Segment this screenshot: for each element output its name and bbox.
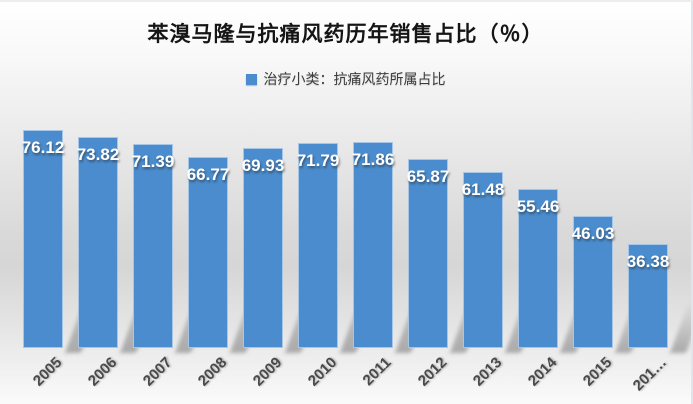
legend-label: 治疗小类：抗痛风药所属占比 [263,71,446,87]
bar-value-label: 71.79 [296,150,340,170]
x-axis-label: 2008 [194,354,231,390]
x-axis-label: 2012 [414,354,451,390]
bar-group-2009: 69.93 2009 [241,119,285,390]
bar-group-2015: 46.03 2015 [571,119,615,390]
bar-value-label: 71.39 [131,151,175,171]
bar-value-label: 73.82 [76,144,120,164]
bar: 71.86 [351,142,395,348]
bar-group-2013: 61.48 2013 [461,119,505,390]
legend-marker-icon [245,73,257,85]
bar-value-label: 66.77 [186,164,230,184]
bar-group-2010: 71.79 2010 [296,119,340,390]
bar-group-2012: 65.87 2012 [406,119,450,390]
bar: 71.39 [131,143,175,348]
bar: 71.79 [296,142,340,348]
x-axis-label: 2011 [359,354,396,390]
x-axis-label: 2015 [579,354,616,390]
x-axis-label: 201… [629,354,671,395]
bar-group-2007: 71.39 2007 [131,119,175,390]
bar-group-2014: 55.46 2014 [516,119,560,390]
bar: 65.87 [406,159,450,348]
x-axis-label: 2014 [524,354,561,390]
bar-value-label: 65.87 [406,167,450,187]
bar: 55.46 [516,189,560,348]
bar-value-label: 71.86 [351,150,395,170]
bar-group-2008: 66.77 2008 [186,119,230,390]
bar-group-201…: 36.38 201… [626,119,670,394]
bar-value-label: 46.03 [571,224,615,244]
x-axis-label: 2005 [29,354,66,390]
x-axis-label: 2006 [84,354,121,390]
bars-row: 76.12 2005 73.82 2006 71.39 2007 66.77 2008 69.9… [21,119,670,394]
bar: 36.38 [626,243,670,348]
x-axis-label: 2009 [249,354,286,390]
bar-value-label: 61.48 [461,180,505,200]
bar-value-label: 36.38 [626,251,670,271]
x-axis-label: 2007 [139,354,176,390]
bar-group-2005: 76.12 2005 [21,119,65,390]
bar: 69.93 [241,147,285,348]
legend: 治疗小类：抗痛风药所属占比 [0,69,691,89]
x-axis-label: 2013 [469,354,506,390]
bar-value-label: 55.46 [516,197,560,217]
chart-title: 苯溴马隆与抗痛风药历年销售占比（％） [147,23,544,46]
x-axis-label: 2010 [304,354,341,390]
bar: 61.48 [461,172,505,348]
bar-group-2006: 73.82 2006 [76,119,120,390]
bar-group-2011: 71.86 2011 [351,119,395,389]
bar: 66.77 [186,156,230,348]
bar: 46.03 [571,216,615,348]
bar-value-label: 76.12 [21,138,65,158]
bar: 76.12 [21,130,65,348]
bar: 73.82 [76,136,120,348]
bar-value-label: 69.93 [241,155,285,175]
